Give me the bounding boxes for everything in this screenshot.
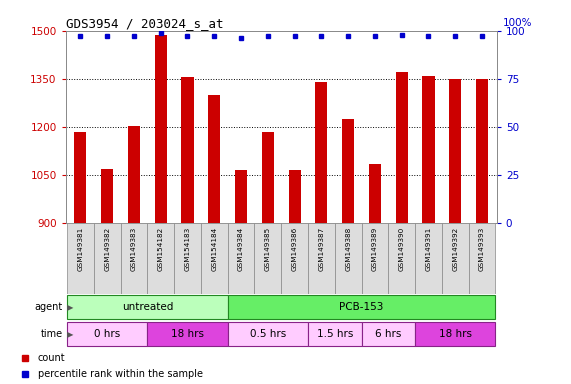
Bar	[228, 295, 496, 319]
Text: 18 hrs: 18 hrs	[439, 329, 472, 339]
Text: GSM149388: GSM149388	[345, 227, 351, 271]
Bar	[101, 169, 113, 223]
Text: count: count	[38, 353, 65, 363]
Text: 18 hrs: 18 hrs	[171, 329, 204, 339]
Bar	[147, 223, 174, 294]
Text: GSM149383: GSM149383	[131, 227, 137, 271]
Text: GSM149387: GSM149387	[319, 227, 324, 271]
Bar	[155, 35, 167, 223]
Bar	[67, 322, 147, 346]
Bar	[476, 79, 488, 223]
Bar	[335, 223, 361, 294]
Text: 1.5 hrs: 1.5 hrs	[316, 329, 353, 339]
Bar	[342, 119, 354, 223]
Bar	[120, 223, 147, 294]
Bar	[396, 72, 408, 223]
Text: GSM149384: GSM149384	[238, 227, 244, 271]
Text: 0 hrs: 0 hrs	[94, 329, 120, 339]
Text: ▶: ▶	[67, 329, 73, 339]
Bar	[449, 79, 461, 223]
Text: GSM149392: GSM149392	[452, 227, 459, 271]
Text: GSM149385: GSM149385	[265, 227, 271, 271]
Bar	[361, 223, 388, 294]
Text: GSM149393: GSM149393	[479, 227, 485, 271]
Bar	[415, 223, 442, 294]
Bar	[308, 223, 335, 294]
Bar	[67, 223, 94, 294]
Bar	[315, 82, 327, 223]
Bar	[442, 223, 469, 294]
Bar	[74, 131, 86, 223]
Bar	[228, 322, 308, 346]
Bar	[262, 131, 274, 223]
Bar	[369, 164, 381, 223]
Bar	[361, 322, 415, 346]
Text: 0.5 hrs: 0.5 hrs	[250, 329, 286, 339]
Text: GSM154183: GSM154183	[184, 227, 191, 271]
Bar	[415, 322, 496, 346]
Bar	[281, 223, 308, 294]
Text: GSM149390: GSM149390	[399, 227, 405, 271]
Text: agent: agent	[35, 302, 63, 312]
Text: ▶: ▶	[67, 303, 73, 312]
Bar	[388, 223, 415, 294]
Text: GSM149381: GSM149381	[78, 227, 83, 271]
Bar	[208, 95, 220, 223]
Bar	[469, 223, 496, 294]
Text: 100%: 100%	[502, 18, 532, 28]
Text: percentile rank within the sample: percentile rank within the sample	[38, 369, 203, 379]
Text: GSM149391: GSM149391	[425, 227, 432, 271]
Text: GSM154182: GSM154182	[158, 227, 164, 271]
Bar	[255, 223, 281, 294]
Text: 6 hrs: 6 hrs	[375, 329, 401, 339]
Text: GSM149386: GSM149386	[292, 227, 297, 271]
Text: GSM149382: GSM149382	[104, 227, 110, 271]
Bar	[235, 170, 247, 223]
Text: GSM154184: GSM154184	[211, 227, 218, 271]
Text: time: time	[41, 329, 63, 339]
Bar	[128, 126, 140, 223]
Bar	[201, 223, 228, 294]
Bar	[147, 322, 228, 346]
Bar	[182, 77, 194, 223]
Text: PCB-153: PCB-153	[339, 302, 384, 312]
Text: untreated: untreated	[122, 302, 173, 312]
Bar	[288, 170, 300, 223]
Bar	[228, 223, 255, 294]
Bar	[67, 295, 228, 319]
Bar	[423, 76, 435, 223]
Text: GSM149389: GSM149389	[372, 227, 378, 271]
Bar	[94, 223, 120, 294]
Bar	[308, 322, 361, 346]
Bar	[174, 223, 201, 294]
Text: GDS3954 / 203024_s_at: GDS3954 / 203024_s_at	[66, 17, 223, 30]
